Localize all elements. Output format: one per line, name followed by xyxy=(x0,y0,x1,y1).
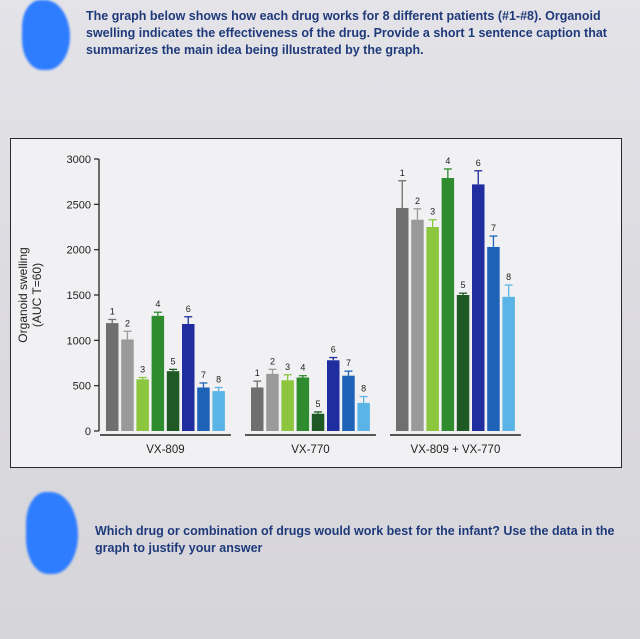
bar-number-label: 4 xyxy=(155,299,160,309)
bar-number-label: 3 xyxy=(285,362,290,372)
group-label: VX-809 xyxy=(146,444,184,456)
bar-number-label: 8 xyxy=(216,374,221,384)
bar xyxy=(166,371,180,431)
bar xyxy=(136,379,149,431)
bar xyxy=(182,324,195,431)
instruction-text-bottom: Which drug or combination of drugs would… xyxy=(95,524,615,555)
bar xyxy=(441,178,455,431)
y-axis-label: Organoid swelling xyxy=(16,247,30,342)
y-tick-label: 3000 xyxy=(67,154,91,166)
bar-number-label: 7 xyxy=(201,370,206,380)
group-label: VX-770 xyxy=(291,444,329,456)
bar xyxy=(266,373,279,431)
bar-number-label: 7 xyxy=(491,223,496,233)
bar-number-label: 1 xyxy=(110,306,115,316)
bar xyxy=(296,377,310,431)
y-tick-label: 1000 xyxy=(67,335,91,347)
y-tick-label: 1500 xyxy=(67,290,91,302)
bar xyxy=(281,380,294,431)
bar xyxy=(106,323,119,431)
bar-number-label: 2 xyxy=(415,196,420,206)
bar xyxy=(502,296,515,431)
bar-number-label: 5 xyxy=(171,356,176,366)
bar xyxy=(456,295,470,431)
bar-number-label: 4 xyxy=(445,156,450,166)
bar xyxy=(411,219,424,431)
group-label: VX-809 + VX-770 xyxy=(411,444,501,456)
bar xyxy=(251,387,264,431)
bar-number-label: 8 xyxy=(506,272,511,282)
bar-number-label: 3 xyxy=(430,207,435,217)
y-tick-label: 500 xyxy=(73,381,91,393)
y-tick-label: 2500 xyxy=(67,199,91,211)
y-tick-label: 0 xyxy=(85,426,91,438)
bar-number-label: 6 xyxy=(476,158,481,168)
bar-number-label: 2 xyxy=(125,318,130,328)
bar xyxy=(426,227,439,431)
bar-number-label: 5 xyxy=(316,399,321,409)
bar xyxy=(357,402,370,431)
bar-chart: 0 500 1000 1500 2000 2500 3000 Organoid swellin… xyxy=(16,154,521,456)
bar-number-label: 1 xyxy=(255,368,260,378)
instruction-text-top: The graph below shows how each drug work… xyxy=(86,9,607,57)
bar xyxy=(327,360,340,431)
bar xyxy=(487,246,500,431)
y-axis-label: (AUC T=60) xyxy=(30,263,44,327)
bar xyxy=(396,207,409,431)
bar-number-label: 8 xyxy=(361,384,366,394)
bar-number-label: 7 xyxy=(346,358,351,368)
bar-number-label: 3 xyxy=(140,365,145,375)
bar xyxy=(212,391,225,431)
bar-number-label: 2 xyxy=(270,356,275,366)
bar-number-label: 5 xyxy=(461,280,466,290)
bar-number-label: 1 xyxy=(400,168,405,178)
bar xyxy=(311,413,325,431)
bar xyxy=(342,375,355,431)
chart-panel: 0 500 1000 1500 2000 2500 3000 Organoid swellin… xyxy=(10,138,622,468)
bar xyxy=(151,315,165,431)
bar xyxy=(121,339,134,431)
bar-number-label: 4 xyxy=(300,363,305,373)
y-tick-label: 2000 xyxy=(67,245,91,257)
blue-marker-blob xyxy=(22,0,70,70)
bar xyxy=(472,184,485,431)
bar xyxy=(197,387,210,431)
bar-number-label: 6 xyxy=(186,304,191,314)
bar-number-label: 6 xyxy=(331,345,336,355)
blue-marker-blob xyxy=(26,492,78,574)
